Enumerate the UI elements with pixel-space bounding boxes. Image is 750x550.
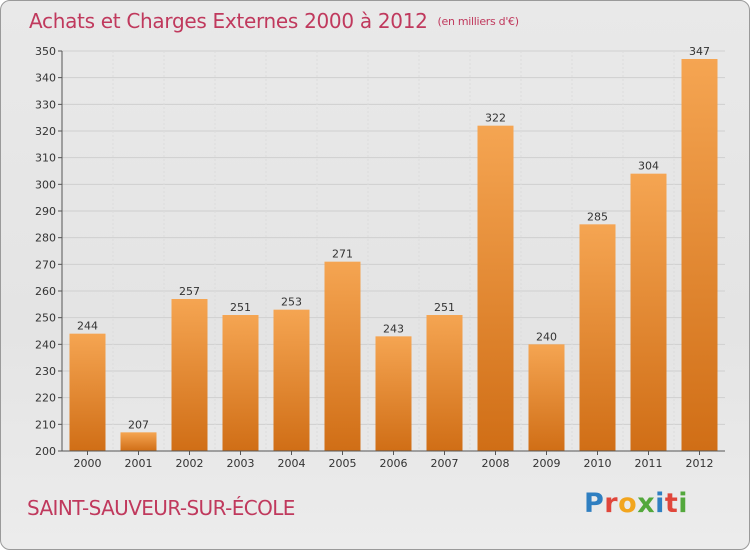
- chart-unit: (en milliers d'€): [437, 15, 519, 28]
- x-tick-label: 2009: [533, 457, 561, 470]
- y-tick-label: 270: [35, 258, 56, 271]
- bar-value-label: 322: [485, 112, 506, 125]
- proxiti-logo[interactable]: Proxiti: [584, 488, 689, 519]
- y-tick-label: 330: [35, 98, 56, 111]
- y-tick-label: 250: [35, 312, 56, 325]
- x-tick-label: 2002: [176, 457, 204, 470]
- bar-2011: [630, 173, 667, 451]
- bar-2005: [324, 261, 361, 451]
- y-tick-label: 210: [35, 418, 56, 431]
- y-tick-label: 350: [35, 45, 56, 58]
- x-tick-label: 2003: [227, 457, 255, 470]
- bar-2002: [171, 299, 208, 451]
- x-tick-label: 2008: [482, 457, 510, 470]
- bar-value-label: 304: [638, 160, 659, 173]
- x-tick-label: 2006: [380, 457, 408, 470]
- axes: 200 210 220 230 240 250 260 270 280 290 300 310 320 3…: [35, 45, 725, 470]
- x-tick-label: 2011: [635, 457, 663, 470]
- bar-2001: [120, 432, 157, 451]
- chart-title-text: Achats et Charges Externes 2000 à 2012: [29, 9, 428, 33]
- y-tick-label: 310: [35, 152, 56, 165]
- y-tick-label: 280: [35, 232, 56, 245]
- bar-value-label: 347: [689, 45, 710, 58]
- y-tick-label: 240: [35, 338, 56, 351]
- bar-2003: [222, 315, 259, 451]
- x-tick-label: 2004: [278, 457, 306, 470]
- bar-value-label: 240: [536, 330, 557, 343]
- y-tick-label: 220: [35, 392, 56, 405]
- y-tick-label: 290: [35, 205, 56, 218]
- bar-2000: [69, 333, 106, 451]
- bar-2008: [477, 125, 514, 452]
- bar-value-label: 285: [587, 210, 608, 223]
- bar-value-label: 251: [434, 301, 455, 314]
- bar-value-label: 244: [77, 320, 98, 333]
- x-tick-label: 2000: [74, 457, 102, 470]
- y-tick-label: 230: [35, 365, 56, 378]
- bar-value-label: 257: [179, 285, 200, 298]
- x-tick-label: 2005: [329, 457, 357, 470]
- bar-2007: [426, 315, 463, 451]
- y-tick-label: 340: [35, 72, 56, 85]
- x-tick-label: 2010: [584, 457, 612, 470]
- bar-2012: [681, 59, 718, 451]
- chart-title: Achats et Charges Externes 2000 à 2012 (e…: [29, 9, 519, 33]
- bar-value-label: 243: [383, 322, 404, 335]
- bar-value-label: 271: [332, 248, 353, 261]
- y-tick-label: 260: [35, 285, 56, 298]
- bar-value-label: 253: [281, 296, 302, 309]
- x-tick-label: 2007: [431, 457, 459, 470]
- bar-2006: [375, 336, 412, 451]
- y-tick-label: 320: [35, 125, 56, 138]
- y-tick-label: 300: [35, 178, 56, 191]
- x-tick-label: 2001: [125, 457, 153, 470]
- bar-2009: [528, 344, 565, 451]
- x-tick-label: 2012: [686, 457, 714, 470]
- bar-value-label: 207: [128, 418, 149, 431]
- bar-value-label: 251: [230, 301, 251, 314]
- bar-2004: [273, 309, 310, 451]
- bars: 244 207 257 251 253 271 243 251 322 240 285 304 347: [69, 45, 718, 452]
- y-tick-label: 200: [35, 445, 56, 458]
- bar-2010: [579, 224, 616, 451]
- city-name: SAINT-SAUVEUR-SUR-ÉCOLE: [27, 496, 295, 520]
